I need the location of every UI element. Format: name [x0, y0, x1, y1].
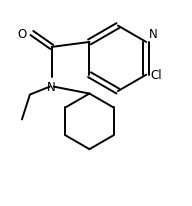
Text: N: N [47, 80, 56, 93]
Text: O: O [18, 27, 27, 40]
Text: Cl: Cl [150, 69, 162, 82]
Text: N: N [149, 28, 158, 41]
